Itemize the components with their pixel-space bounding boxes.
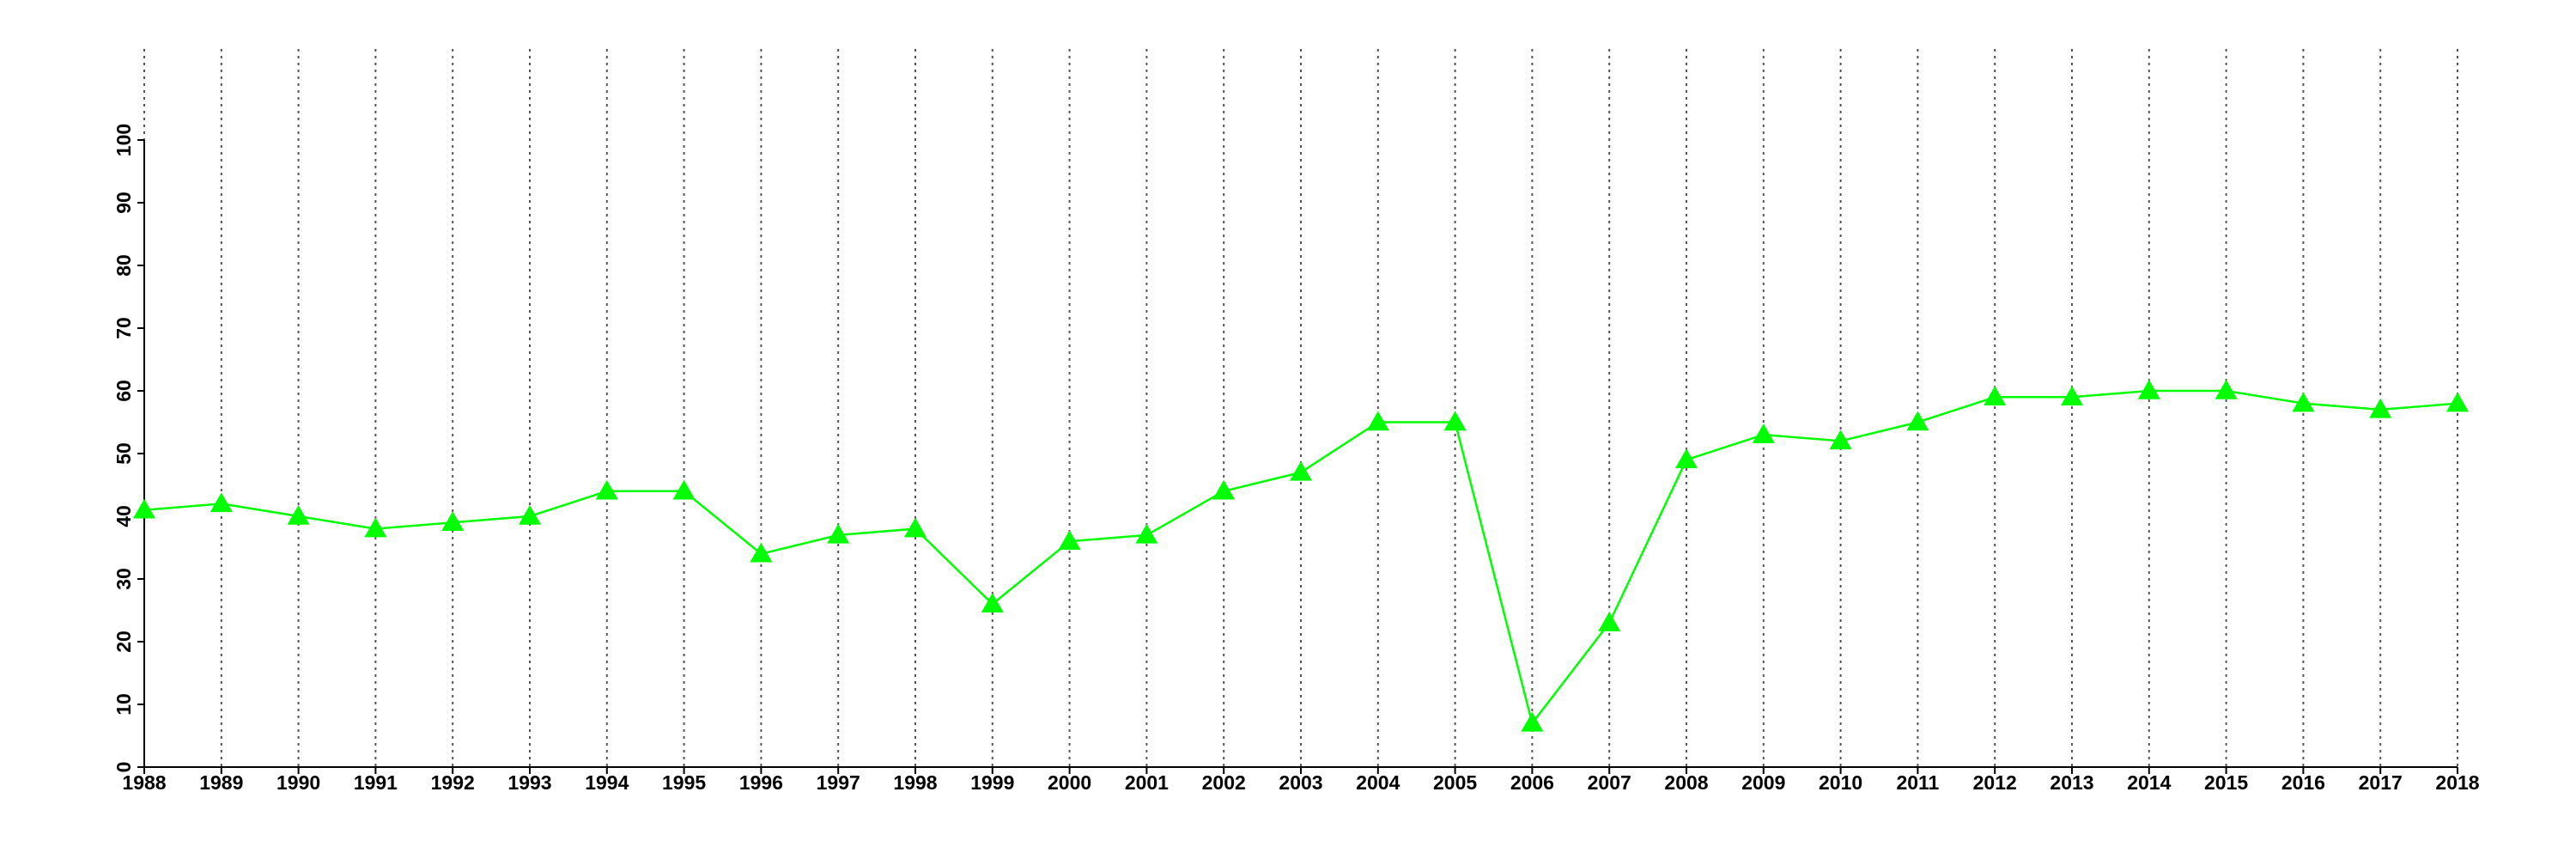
data-point	[827, 523, 850, 544]
data-point	[1984, 386, 2007, 406]
y-tick-label: 80	[112, 254, 135, 277]
data-point	[2215, 380, 2238, 399]
data-point	[2137, 380, 2160, 399]
data-point	[133, 498, 155, 519]
x-tick-label: 2012	[1973, 771, 2017, 794]
data-point	[441, 511, 465, 532]
y-tick-label: 20	[112, 631, 135, 653]
x-tick-label: 2011	[1896, 771, 1939, 794]
x-tick-label: 1988	[122, 771, 166, 794]
x-tick-label: 1995	[662, 771, 706, 794]
x-tick-label: 2014	[2127, 771, 2171, 794]
data-point	[1598, 612, 1621, 631]
x-tick-label: 1989	[199, 771, 243, 794]
y-tick-label: 70	[112, 317, 135, 339]
x-tick-label: 2008	[1664, 771, 1708, 794]
y-tick-label: 10	[112, 693, 135, 716]
data-point	[981, 593, 1004, 612]
data-point	[595, 479, 618, 500]
x-tick-label: 2015	[2204, 771, 2248, 794]
data-point	[2369, 398, 2392, 418]
x-tick-label: 2001	[1125, 771, 1169, 794]
x-tick-label: 2007	[1588, 771, 1631, 794]
data-point	[1290, 460, 1312, 481]
x-tick-label: 2018	[2435, 771, 2479, 794]
data-point	[1906, 411, 1929, 431]
x-tick-label: 1990	[276, 771, 320, 794]
x-tick-label: 1993	[507, 771, 551, 794]
y-tick-label: 90	[112, 192, 135, 214]
x-tick-label: 1994	[585, 771, 629, 794]
data-point	[1675, 448, 1698, 469]
data-point	[287, 505, 310, 525]
data-point	[750, 542, 773, 563]
data-point	[1212, 479, 1236, 500]
data-point	[364, 517, 387, 538]
data-point	[2292, 392, 2315, 412]
data-point	[672, 479, 696, 500]
x-tick-label: 1997	[817, 771, 860, 794]
x-tick-label: 2005	[1433, 771, 1477, 794]
x-tick-label: 2004	[1356, 771, 1400, 794]
y-tick-label: 60	[112, 380, 135, 402]
x-tick-label: 1991	[354, 771, 398, 794]
data-point	[1829, 430, 1852, 450]
data-point	[904, 517, 927, 538]
data-point	[210, 492, 233, 513]
x-tick-label: 1996	[739, 771, 783, 794]
x-tick-label: 2006	[1510, 771, 1554, 794]
data-point	[1135, 523, 1158, 544]
data-point	[1752, 423, 1775, 443]
y-tick-label: 40	[112, 505, 135, 527]
x-tick-label: 2002	[1202, 771, 1246, 794]
x-tick-label: 1992	[431, 771, 475, 794]
data-point	[1366, 411, 1389, 431]
x-tick-label: 2010	[1819, 771, 1862, 794]
y-tick-label: 100	[112, 124, 135, 156]
x-tick-label: 2016	[2281, 771, 2325, 794]
data-point	[1058, 530, 1081, 550]
data-point	[1521, 711, 1544, 732]
data-point	[2061, 386, 2083, 406]
x-tick-label: 2013	[2050, 771, 2093, 794]
x-tick-label: 2003	[1279, 771, 1322, 794]
x-tick-label: 2009	[1741, 771, 1785, 794]
x-tick-label: 2000	[1048, 771, 1091, 794]
x-tick-label: 1999	[970, 771, 1014, 794]
x-tick-label: 2017	[2359, 771, 2403, 794]
y-tick-label: 50	[112, 442, 135, 465]
data-point	[2446, 392, 2469, 412]
x-tick-label: 1998	[893, 771, 937, 794]
y-tick-label: 0	[112, 762, 135, 773]
data-point	[519, 505, 541, 525]
data-point	[1443, 411, 1467, 431]
y-tick-label: 30	[112, 568, 135, 590]
